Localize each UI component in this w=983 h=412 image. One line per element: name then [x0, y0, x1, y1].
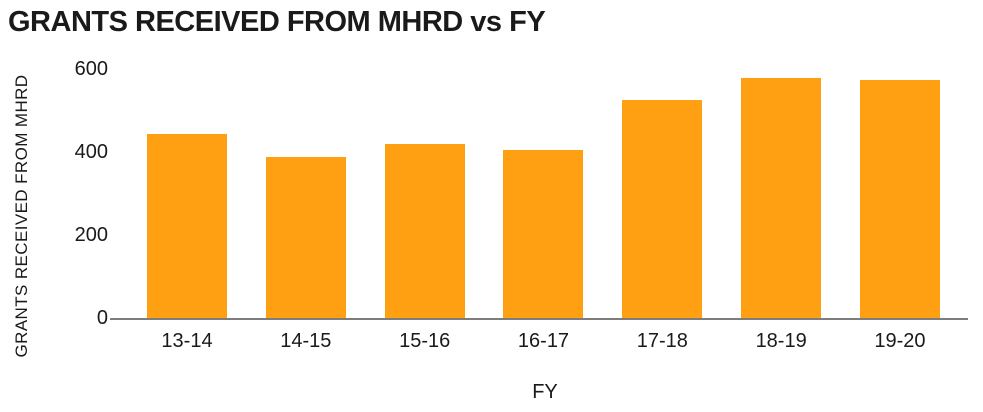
x-tick-label-15-16: 15-16	[399, 330, 451, 352]
x-tick-label-16-17: 16-17	[517, 330, 570, 352]
x-tick-label-13-14: 13-14	[161, 330, 213, 352]
x-axis-title: FY	[532, 381, 558, 403]
bar-15-16	[384, 144, 465, 320]
bar-17-18	[622, 100, 703, 320]
x-tick-label-18-19: 18-19	[755, 330, 807, 352]
x-axis-line	[110, 318, 968, 320]
chart-title: GRANTS RECEIVED FROM MHRD vs FY	[8, 6, 546, 38]
y-tick-label-600: 600	[74, 58, 108, 81]
y-tick-label-200: 200	[74, 224, 108, 247]
y-axis-title: GRANTS RECEIVED FROM MHRD	[12, 74, 31, 358]
x-tick-label-19-20: 19-20	[874, 330, 926, 352]
x-tick-label-14-15: 14-15	[280, 330, 332, 352]
x-tick-label-17-18: 17-18	[636, 330, 688, 352]
bar-13-14	[147, 133, 227, 320]
bar-14-15	[265, 156, 346, 320]
y-tick-label-0: 0	[96, 307, 108, 330]
bar-16-17	[503, 150, 584, 320]
bar-18-19	[741, 77, 822, 320]
bar-19-20	[859, 79, 940, 320]
y-tick-label-400: 400	[74, 141, 108, 164]
